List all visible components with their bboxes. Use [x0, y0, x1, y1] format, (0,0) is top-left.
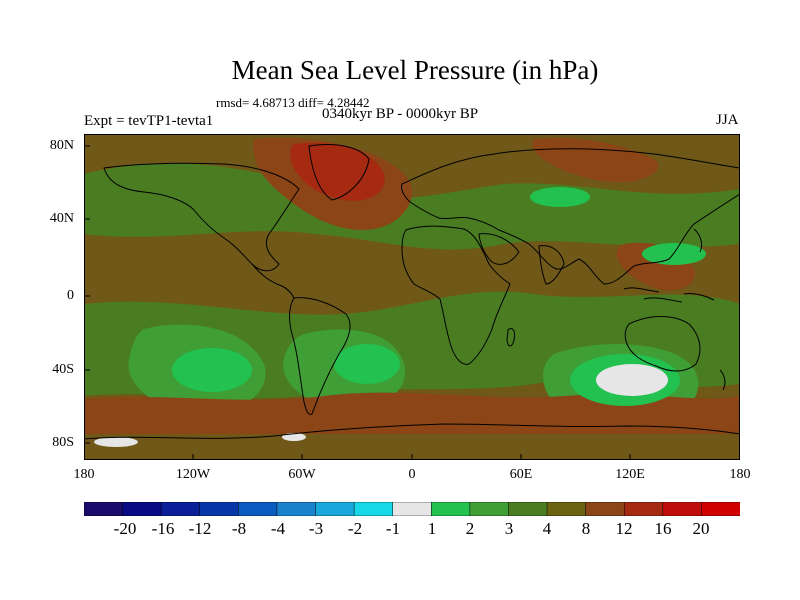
colorbar-swatch [469, 502, 510, 516]
season-label: JJA [716, 112, 739, 128]
coastline-europe-asia [401, 148, 740, 285]
lon-label-60e: 60E [509, 467, 533, 482]
lon-label-120e: 120E [615, 467, 645, 482]
colorbar-swatch [122, 502, 162, 516]
coastline-new-zealand [719, 369, 726, 391]
colorbar-label: -8 [231, 519, 247, 538]
lat-label-40n: 40N [49, 211, 74, 226]
colorbar-label: -20 [113, 519, 137, 538]
colorbar-swatch [431, 502, 471, 516]
colorbar-swatch [84, 502, 124, 516]
field-low-antarctic-west [94, 437, 138, 447]
field-low-core-north-pacific [642, 243, 706, 265]
field-high-southern-ocean [84, 392, 740, 434]
field-low-core-south-pacific [172, 348, 252, 392]
lon-label-180w: 180 [73, 467, 95, 482]
field-band-north [84, 163, 740, 250]
field-low-core-south-atlantic [334, 344, 400, 384]
axis-ticks [84, 145, 631, 460]
lat-label-80s: 80S [52, 435, 74, 450]
coastlines [84, 144, 740, 440]
coastline-indonesia [623, 287, 715, 303]
colorbar-swatch [546, 502, 587, 516]
lon-label-60w: 60W [288, 467, 316, 482]
colorbar-swatch [585, 502, 625, 516]
colorbar-label: 20 [692, 519, 710, 538]
coastline-antarctica [84, 423, 740, 440]
colorbar-label: -4 [270, 519, 286, 538]
colorbar-swatch [315, 502, 355, 516]
colorbar-swatch [392, 502, 433, 516]
coastline-australia [624, 316, 701, 372]
colorbar-label: -1 [385, 519, 401, 538]
experiment-label: Expt = tevTP1-tevta1 [84, 113, 214, 129]
colorbar-swatch [508, 502, 548, 516]
colorbar-swatch [623, 502, 664, 516]
field-low-center-indian [596, 364, 668, 396]
colorbar [84, 502, 740, 516]
coastline-greenland [308, 144, 370, 201]
colorbar-label: 4 [542, 519, 552, 538]
lat-label-0: 0 [67, 288, 74, 303]
colorbar-swatch [353, 502, 394, 516]
colorbar-swatch [199, 502, 240, 516]
colorbar-swatch [662, 502, 703, 516]
colorbar-label: -12 [188, 519, 212, 538]
colorbar-label: 3 [504, 519, 514, 538]
field-low-antarctic-ross [282, 433, 306, 441]
colorbar-swatch [701, 502, 740, 516]
colorbar-swatch [276, 502, 317, 516]
lon-label-0: 0 [408, 467, 416, 482]
lat-label-40s: 40S [52, 362, 74, 377]
coastline-africa [401, 225, 511, 365]
coastline-south-america [289, 297, 351, 415]
field-low-core-central-asia [530, 187, 590, 207]
figure-title: Mean Sea Level Pressure (in hPa) [231, 55, 599, 85]
colorbar-label: -3 [308, 519, 324, 538]
colorbar-swatch [160, 502, 201, 516]
coastline-north-america [103, 162, 300, 272]
coastline-arabia [478, 233, 520, 265]
colorbar-label: 2 [465, 519, 475, 538]
colorbar-label: -16 [151, 519, 175, 538]
colorbar-label: 16 [654, 519, 672, 538]
colorbar-label: 8 [581, 519, 591, 538]
colorbar-swatch [238, 502, 278, 516]
lon-label-180e: 180 [729, 467, 751, 482]
coastline-central-america [251, 263, 295, 299]
colorbar-label: 12 [615, 519, 633, 538]
period-label: 0340kyr BP - 0000kyr BP [322, 106, 479, 122]
coastline-india [538, 245, 565, 285]
field-high-arctic [290, 142, 385, 201]
colorbar-label: 1 [427, 519, 437, 538]
stats-text: rmsd= 4.68713 diff= 4.28442 [216, 95, 370, 110]
lat-label-80n: 80N [49, 138, 74, 153]
pressure-anomaly-map [84, 134, 740, 460]
colorbar-label: -2 [347, 519, 363, 538]
coastline-japan [693, 228, 703, 253]
coastline-madagascar [506, 327, 515, 347]
lon-label-120w: 120W [175, 467, 211, 482]
